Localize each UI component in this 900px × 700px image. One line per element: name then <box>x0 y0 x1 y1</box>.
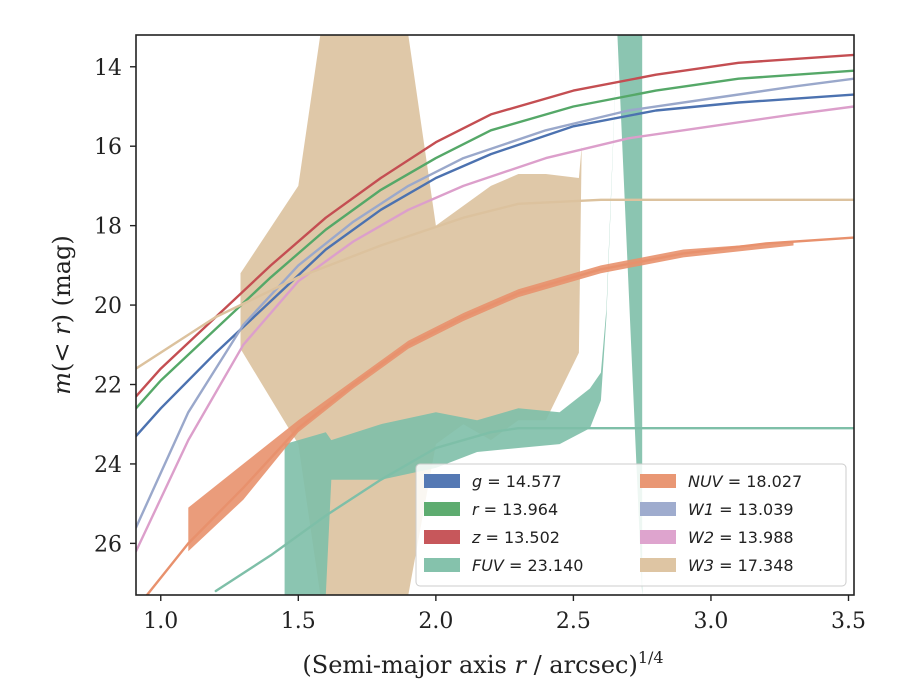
series-line-g <box>136 93 854 438</box>
series-line-nuv <box>145 236 854 595</box>
series-line-r <box>136 69 854 410</box>
series-line-w1 <box>136 77 854 529</box>
x-tick-label: 1.0 <box>143 609 178 634</box>
plot-frame <box>135 34 855 596</box>
series-line-fuv <box>214 427 854 593</box>
x-tick-label: 2.5 <box>556 609 591 634</box>
legend-label: W2 = 13.988 <box>688 528 794 547</box>
legend-swatch <box>640 502 676 516</box>
uncertainty-bands <box>188 35 794 595</box>
y-tick-label: 22 <box>94 374 122 399</box>
y-axis-label: m(< r) (mag) <box>48 235 76 395</box>
series-line-w2 <box>136 105 854 553</box>
x-tick-label: 2.0 <box>418 609 453 634</box>
x-axis-ticks: 1.0 1.5 2.0 2.5 3.0 3.5 <box>143 595 866 634</box>
y-tick-label: 20 <box>94 294 122 319</box>
y-tick-label: 24 <box>94 453 122 478</box>
legend-label: W3 = 17.348 <box>688 556 794 575</box>
legend-swatch <box>424 530 460 544</box>
legend: g = 14.577 r = 13.964 z = 13.502 FUV = 23.1… <box>415 463 847 587</box>
y-tick-label: 14 <box>94 56 122 81</box>
x-axis-label: (Semi-major axis r / arcsec)1/4 <box>302 648 663 679</box>
y-axis-ticks: 14 16 18 20 22 24 26 <box>94 56 136 557</box>
legend-swatch <box>424 558 460 572</box>
x-tick-label: 3.5 <box>831 609 866 634</box>
legend-label: W1 = 13.039 <box>688 500 794 519</box>
legend-label: NUV = 18.027 <box>688 472 802 491</box>
y-tick-label: 16 <box>94 135 122 160</box>
legend-swatch <box>640 558 676 572</box>
legend-swatch <box>424 502 460 516</box>
y-tick-label: 26 <box>94 532 122 557</box>
legend-label: FUV = 23.140 <box>472 556 583 575</box>
legend-swatch <box>640 530 676 544</box>
x-tick-label: 1.5 <box>281 609 316 634</box>
legend-box <box>415 463 847 587</box>
series-line-z <box>136 53 854 398</box>
band-2 <box>188 241 794 552</box>
legend-label: g = 14.577 <box>472 472 562 491</box>
series-lines <box>136 53 854 595</box>
legend-swatch <box>424 474 460 488</box>
legend-swatch <box>640 474 676 488</box>
series-line-w3 <box>136 198 854 370</box>
band-1 <box>284 35 643 595</box>
y-tick-label: 18 <box>94 215 122 240</box>
legend-label: r = 13.964 <box>472 500 558 519</box>
legend-label: z = 13.502 <box>471 528 560 547</box>
x-tick-label: 3.0 <box>693 609 728 634</box>
